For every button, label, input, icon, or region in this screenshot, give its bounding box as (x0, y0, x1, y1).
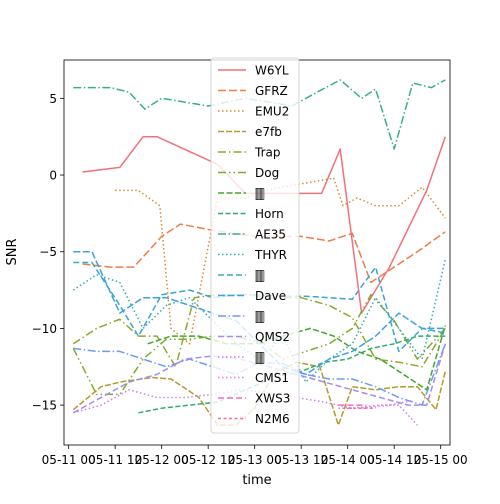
x-axis-label: time (242, 473, 271, 488)
legend-label-17: N2M6 (255, 412, 290, 426)
legend-label-3: e7fb (255, 125, 282, 139)
legend: W6YL GFRZ EMU2 e7fb Trap Dog 🀫 Horn AE35 THYR 🀫 Dav… (210, 57, 300, 434)
legend-label-7: Horn (255, 207, 284, 221)
x-tick-label-8: 05-15 00 (414, 453, 468, 467)
legend-label-0: W6YL (255, 64, 289, 78)
x-tick-label-7: 05-14 12 (367, 453, 421, 467)
series-line-8 (73, 79, 446, 150)
y-axis: −15 −10 −5 0 5 (32, 92, 64, 413)
x-tick-label-5: 05-13 12 (274, 453, 328, 467)
legend-label-15: CMS1 (255, 371, 289, 385)
legend-label-12: 🀫 (255, 310, 265, 324)
legend-label-13: QMS2 (255, 330, 290, 344)
y-tick-label-3: 0 (49, 169, 57, 183)
series-line-0 (82, 135, 447, 314)
legend-label-4: Trap (254, 146, 280, 160)
series-line-7 (138, 335, 446, 414)
legend-label-9: THYR (254, 248, 287, 262)
legend-box (210, 57, 300, 434)
x-tick-label-2: 05-12 00 (135, 453, 189, 467)
x-tick-label-4: 05-13 00 (228, 453, 282, 467)
legend-label-14: 🀫 (255, 351, 265, 365)
legend-label-16: XWS3 (255, 392, 290, 406)
legend-label-6: 🀫 (255, 187, 265, 201)
y-tick-label-4: 5 (49, 92, 57, 106)
x-tick-label-3: 05-12 12 (181, 453, 235, 467)
series-line-3 (72, 361, 447, 426)
y-tick-label-2: −5 (39, 245, 57, 259)
y-tick-label-1: −10 (32, 322, 57, 336)
legend-label-1: GFRZ (255, 84, 288, 98)
y-axis-label: SNR (5, 238, 20, 265)
series-line-15 (338, 399, 413, 409)
legend-label-10: 🀫 (255, 269, 265, 283)
legend-label-5: Dog (255, 166, 279, 180)
y-tick-label-0: −15 (32, 399, 57, 413)
x-tick-label-6: 05-14 00 (321, 453, 375, 467)
series-line-6 (147, 325, 447, 391)
x-tick-label-0: 05-11 00 (42, 453, 96, 467)
legend-label-8: AE35 (255, 228, 286, 242)
legend-label-11: Dave (255, 289, 286, 303)
x-tick-label-1: 05-11 12 (88, 453, 142, 467)
legend-label-2: EMU2 (255, 105, 289, 119)
